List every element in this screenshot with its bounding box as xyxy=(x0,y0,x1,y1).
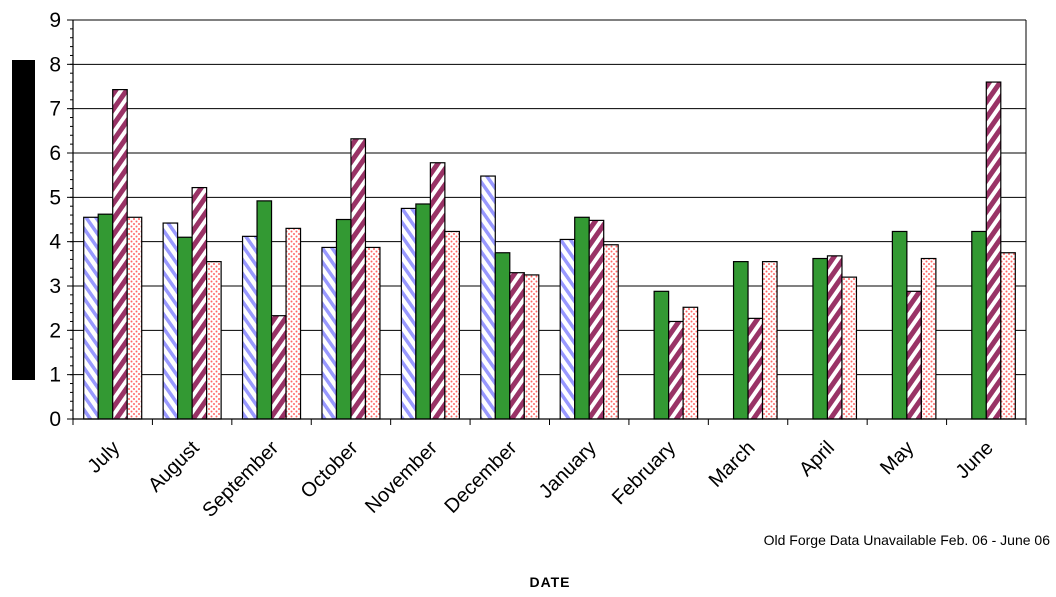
x-tick-label: December xyxy=(441,437,522,518)
bar xyxy=(321,246,338,420)
x-axis-title: DATE xyxy=(529,574,570,590)
x-tick-label: January xyxy=(535,437,601,503)
bar xyxy=(906,290,922,420)
bar xyxy=(335,218,352,420)
bar xyxy=(350,138,367,420)
bar xyxy=(747,317,764,420)
bar xyxy=(177,236,193,420)
bar xyxy=(920,257,937,420)
bar xyxy=(985,81,1002,420)
y-tick-label: 3 xyxy=(49,275,61,298)
y-axis-label-block xyxy=(12,60,35,380)
bar xyxy=(523,274,540,420)
y-tick-label: 1 xyxy=(49,364,61,387)
y-tick-label: 5 xyxy=(49,186,61,209)
y-tick-label: 0 xyxy=(49,408,61,431)
gridlines xyxy=(73,19,1026,376)
bar xyxy=(891,230,908,420)
x-tick-label: August xyxy=(144,437,204,497)
bar xyxy=(415,203,431,420)
bar xyxy=(1000,252,1016,420)
x-tick-label: October xyxy=(297,437,363,503)
bar xyxy=(559,238,576,420)
axes xyxy=(67,19,1027,425)
y-tick-label: 9 xyxy=(49,9,61,32)
bar xyxy=(588,219,605,420)
bar xyxy=(206,261,222,420)
data-unavailable-note: Old Forge Data Unavailable Feb. 06 - Jun… xyxy=(764,532,1051,548)
bar xyxy=(841,276,858,420)
bar xyxy=(241,235,258,420)
x-tick-label: May xyxy=(876,437,918,479)
x-tick-label: July xyxy=(84,437,125,478)
bar xyxy=(732,261,749,420)
y-tick-label: 8 xyxy=(49,53,61,76)
y-tick-label: 4 xyxy=(49,231,61,254)
bar xyxy=(112,89,128,420)
bar xyxy=(429,162,446,420)
bar xyxy=(83,216,99,420)
x-tick-label: April xyxy=(795,437,839,481)
bar xyxy=(97,213,114,420)
bar xyxy=(162,222,179,420)
x-tick-label: November xyxy=(361,437,442,518)
bar xyxy=(812,257,829,420)
y-tick-labels: 0 1 2 3 4 5 6 7 8 9 xyxy=(49,9,61,431)
bar xyxy=(653,290,670,420)
bar xyxy=(480,175,496,420)
bar xyxy=(682,306,699,420)
bar xyxy=(270,315,287,420)
bar xyxy=(826,255,843,420)
bar xyxy=(256,200,273,420)
bar xyxy=(494,252,511,420)
bar xyxy=(285,227,302,420)
bar xyxy=(971,230,987,420)
bar xyxy=(400,207,417,420)
y-tick-label: 2 xyxy=(49,319,61,342)
y-tick-label: 6 xyxy=(49,142,61,165)
x-tick-label: June xyxy=(952,437,998,483)
x-tick-label: February xyxy=(608,437,680,509)
bars xyxy=(83,81,1016,420)
bar xyxy=(574,216,590,420)
bar xyxy=(191,186,208,420)
bar xyxy=(126,216,143,420)
bar xyxy=(509,272,525,420)
bar xyxy=(444,230,460,420)
bar xyxy=(603,244,619,420)
bar xyxy=(761,261,778,420)
bar xyxy=(364,246,381,420)
bar xyxy=(668,320,684,420)
y-tick-label: 7 xyxy=(49,98,61,121)
x-tick-label: March xyxy=(705,437,760,492)
x-tick-label: September xyxy=(198,437,283,522)
